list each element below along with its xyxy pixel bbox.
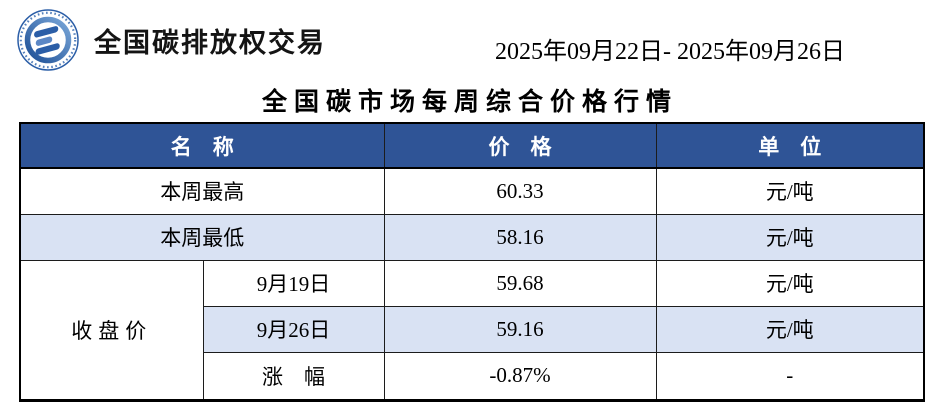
table-row-week-high: 本周最高 60.33 元/吨	[19, 167, 925, 215]
table-header-row: 名 称 价 格 单 位	[19, 122, 925, 169]
cell-unit: 元/吨	[655, 213, 925, 261]
column-header-unit: 单 位	[655, 122, 925, 169]
cell-unit: 元/吨	[655, 167, 925, 215]
cell-price: 60.33	[383, 167, 657, 215]
table-row-week-low: 本周最低 58.16 元/吨	[19, 213, 925, 261]
cell-name: 9月19日	[202, 259, 385, 307]
carbon-exchange-logo-icon	[17, 9, 79, 71]
cell-price: -0.87%	[383, 351, 657, 401]
table-row-close-sep19: 收盘价 9月19日 59.68 元/吨	[19, 259, 925, 402]
cell-unit: 元/吨	[655, 259, 925, 307]
cell-name: 涨 幅	[202, 351, 385, 401]
column-header-name: 名 称	[19, 122, 385, 169]
column-header-price: 价 格	[383, 122, 657, 169]
cell-name: 本周最高	[19, 167, 385, 215]
cell-price: 59.16	[383, 305, 657, 353]
brand-title: 全国碳排放权交易	[94, 28, 326, 58]
cell-price: 59.68	[383, 259, 657, 307]
logo-e-glyph	[34, 26, 60, 55]
closing-price-group-cell: 收盘价	[19, 259, 204, 402]
cell-unit: -	[655, 351, 925, 401]
report-date-range: 2025年09月22日- 2025年09月26日	[495, 39, 845, 65]
cell-name: 本周最低	[19, 213, 385, 261]
weekly-price-table: 名 称 价 格 单 位 本周最高 60.33 元/吨 本周最低 58.16 元/…	[19, 122, 925, 402]
cell-unit: 元/吨	[655, 305, 925, 353]
table-row-change-pct: 涨 幅 -0.87% -	[20, 351, 925, 401]
cell-name: 9月26日	[202, 305, 385, 353]
page-title: 全国碳市场每周综合价格行情	[261, 89, 678, 116]
cell-price: 58.16	[383, 213, 657, 261]
